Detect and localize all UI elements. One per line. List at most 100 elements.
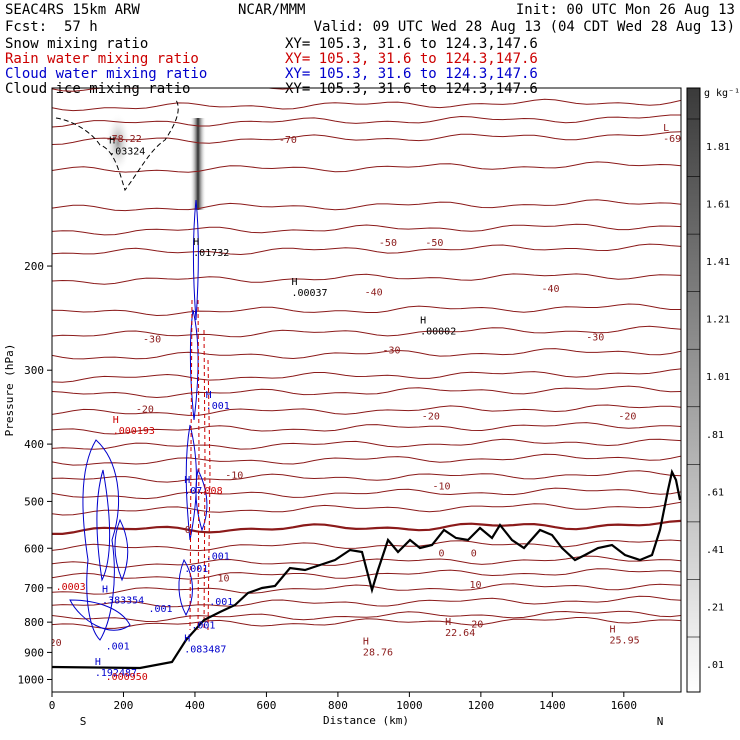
legend-cloud-water-xy: XY= 105.3, 31.6 to 124.3,147.6 (285, 66, 538, 82)
y-axis: 200 300 400 500 600 700 800 900 1000 (18, 260, 52, 686)
valid-time: Valid: 09 UTC Wed 28 Aug 13 (04 CDT Wed … (314, 19, 735, 35)
extremum-mark: H (681, 408, 687, 419)
extremum-mark: H (445, 617, 451, 628)
extremum-value: .001 (206, 552, 230, 563)
colorbar-tick-label: .81 (706, 430, 724, 441)
contour-label: -20 (422, 412, 440, 423)
isotherm-line (52, 98, 681, 112)
isotherm-line (52, 568, 681, 580)
temperature-contours (52, 88, 681, 629)
isotherm-line (52, 610, 681, 623)
fcst-label: Fcst: (5, 19, 47, 35)
legend-rain-xy: XY= 105.3, 31.6 to 124.3,147.6 (285, 51, 538, 67)
y-tick-label: 800 (24, 616, 44, 629)
x-axis-label: Distance (km) (323, 714, 409, 727)
contour-label: -30 (143, 334, 161, 345)
extremum-value: 25.95 (610, 636, 640, 647)
legend-rain: Rain water mixing ratio (5, 51, 199, 67)
extremum-mark: H (113, 415, 119, 426)
y-tick-label: 1000 (18, 673, 45, 686)
contour-label: -40 (365, 288, 383, 299)
extremum-value: .000193 (113, 426, 155, 437)
isotherm-line (52, 487, 681, 500)
contour-label: -30 (586, 332, 604, 343)
x-tick-label: 0 (49, 699, 56, 712)
contour-label: 10 (469, 580, 481, 591)
contour-label: -10 (225, 470, 243, 481)
isotherm-line (52, 438, 681, 450)
extremum-value: .000950 (106, 672, 148, 683)
x-tick-label: 800 (328, 699, 348, 712)
extremum-value: .008 (199, 486, 223, 497)
extremum-mark: H (184, 634, 190, 645)
isotherm-line (52, 368, 681, 383)
extremum-value: .001 (148, 604, 172, 615)
colorbar-tick-label: .01 (706, 660, 724, 671)
extremum-mark: L (663, 123, 669, 134)
fcst-value: 57 h (64, 19, 98, 35)
extremum-value: .00002 (420, 326, 456, 337)
y-tick-label: 400 (24, 438, 44, 451)
extremum-value: .03324 (109, 146, 145, 157)
contour-label: -40 (542, 284, 560, 295)
contour-labels: -70 -50 -50 -40 -40 -30 -30 -30 -20 -20 -20 -10 -10 0… (50, 135, 636, 649)
extremum-mark: H (291, 277, 297, 288)
x-tick-label: 400 (185, 699, 205, 712)
extremum-mark: H (109, 135, 115, 146)
contour-label: 20 (471, 620, 483, 631)
contour-label: 20 (50, 638, 62, 649)
extremum-value: .383354 (102, 595, 144, 606)
y-tick-label: 700 (24, 582, 44, 595)
extremum-value: .001 (191, 620, 215, 631)
contour-label: -70 (279, 135, 297, 146)
x-tick-label: 1000 (396, 699, 423, 712)
contour-label: 0 (471, 548, 477, 559)
extremum-value: .001 (206, 401, 230, 412)
x-tick-label: 1600 (611, 699, 638, 712)
contour-label: 0 (439, 548, 445, 559)
contour-label: -10 (433, 482, 451, 493)
y-axis-label: Pressure (hPa) (3, 344, 16, 437)
extremum-value: -69.77 (663, 134, 699, 145)
isotherm-line (52, 131, 681, 145)
contour-label: 0 (185, 525, 191, 536)
extremum-value: .001 (209, 597, 233, 608)
colorbar-tick-label: 1.81 (706, 142, 730, 153)
model-title: SEAC4RS 15km ARW (5, 2, 140, 18)
colorbar-unit: g kg⁻¹ (704, 88, 740, 99)
isotherm-line (52, 199, 681, 212)
extremum-mark: H (206, 390, 212, 401)
colorbar-tick-label: 1.41 (706, 257, 730, 268)
extremum-value: -78.22 (106, 134, 142, 145)
colorbar-tick-label: .41 (706, 545, 724, 556)
legend-cloud-ice: Cloud ice mixing ratio (5, 81, 190, 97)
isotherm-line (52, 470, 681, 483)
extremum-value: .192487 (95, 668, 137, 679)
y-tick-label: 200 (24, 260, 44, 273)
init-time: Init: 00 UTC Mon 26 Aug 13 (516, 2, 735, 18)
contour-label: -30 (382, 346, 400, 357)
colorbar-tick-label: 1.01 (706, 372, 730, 383)
isotherm-line (52, 385, 681, 399)
extremum-value: 28.76 (363, 647, 393, 658)
rain-water-contours (189, 299, 211, 631)
extremum-value: 22.64 (445, 628, 475, 639)
colorbar-tick-label: 1.21 (706, 315, 730, 326)
isotherm-line (52, 243, 681, 256)
isotherm-line (52, 519, 681, 535)
x-endpoint-right: N (657, 715, 664, 728)
isotherm-line (52, 583, 681, 595)
x-axis: 0 200 400 600 800 1000 1200 1400 1600 (49, 692, 637, 712)
isotherm-line (52, 617, 681, 629)
contour-label: -20 (136, 404, 154, 415)
colorbar-ramp (686, 87, 701, 693)
contour-label: -50 (379, 238, 397, 249)
isotherm-line (52, 114, 681, 128)
extremum-mark: H (420, 315, 426, 326)
contour-label: -20 (618, 412, 636, 423)
snow-shading (105, 113, 206, 210)
extremum-value: .0003 (56, 582, 86, 593)
isotherm-line (52, 595, 681, 608)
x-tick-label: 1200 (468, 699, 495, 712)
